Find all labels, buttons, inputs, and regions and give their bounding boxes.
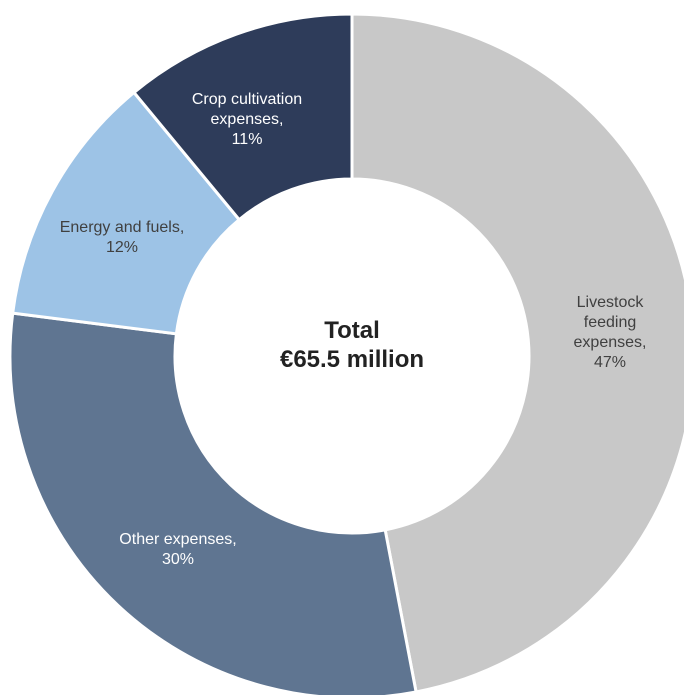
donut-slice [131, 12, 354, 222]
slice-name: Other expenses, [119, 531, 237, 548]
slice-label: Livestock feeding expenses, 47% [560, 293, 660, 373]
slice-name: Crop cultivation expenses, [191, 91, 303, 128]
donut-slice [350, 12, 684, 694]
slice-label: Crop cultivation expenses, 11% [177, 90, 317, 150]
slice-name: Livestock feeding expenses, [573, 294, 647, 351]
slice-value: 12% [105, 239, 139, 256]
slice-value: 47% [593, 354, 627, 371]
center-line: Total [324, 317, 380, 344]
slice-value: 11% [231, 131, 263, 148]
slice-value: 30% [161, 551, 195, 568]
slice-label: Energy and fuels, 12% [52, 218, 192, 258]
slice-label: Other expenses, 30% [108, 530, 248, 570]
donut-slice [8, 311, 418, 695]
slice-name: Energy and fuels, [59, 219, 185, 236]
center-line: €65.5 million [279, 346, 425, 373]
center-label: Total €65.5 million [280, 316, 424, 374]
